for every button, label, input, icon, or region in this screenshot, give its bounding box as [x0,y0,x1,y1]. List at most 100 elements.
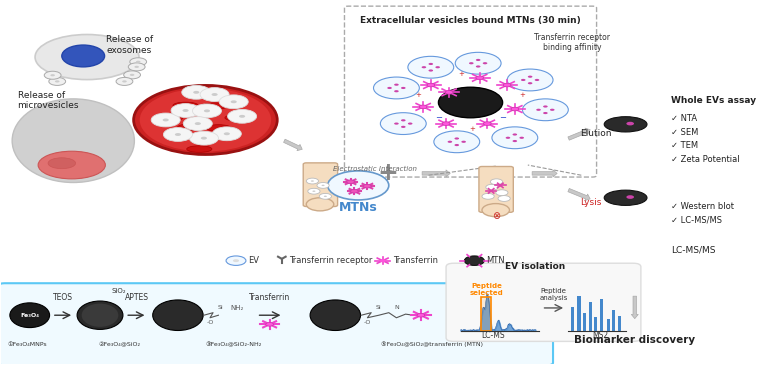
Circle shape [528,82,532,84]
Circle shape [394,90,399,92]
Circle shape [171,104,200,118]
Circle shape [422,66,427,68]
Ellipse shape [158,115,183,121]
Text: N: N [394,305,399,310]
Ellipse shape [310,300,361,330]
Circle shape [492,127,538,149]
Ellipse shape [35,35,139,80]
Text: Electrostatic Interaction: Electrostatic Interaction [333,166,417,172]
Circle shape [486,184,498,190]
Bar [601,299,604,331]
Circle shape [163,128,193,141]
Circle shape [483,122,491,126]
Circle shape [195,122,200,125]
Text: +: + [458,71,465,77]
Text: ②Fe₃O₄@SiO₂: ②Fe₃O₄@SiO₂ [98,342,140,347]
Ellipse shape [465,256,484,265]
FancyBboxPatch shape [446,263,641,341]
Ellipse shape [10,303,50,327]
Ellipse shape [77,301,123,329]
Circle shape [44,71,61,79]
Circle shape [387,87,392,89]
Circle shape [513,140,517,142]
Circle shape [233,259,239,262]
Text: ✓ NTA: ✓ NTA [671,114,698,123]
FancyBboxPatch shape [344,6,597,177]
Circle shape [536,109,541,111]
Circle shape [324,196,327,197]
Circle shape [211,93,218,96]
Circle shape [317,182,329,188]
Text: MS2: MS2 [592,331,608,341]
Circle shape [522,99,568,121]
Circle shape [49,77,65,85]
Circle shape [239,115,246,118]
Text: Extracellular vesicles bound MTNs (30 min): Extracellular vesicles bound MTNs (30 mi… [361,16,581,25]
Circle shape [364,184,371,188]
Circle shape [306,198,334,211]
Ellipse shape [140,88,271,151]
Text: EV isolation: EV isolation [505,262,566,271]
FancyBboxPatch shape [303,163,337,207]
Circle shape [528,76,532,78]
Circle shape [455,137,459,139]
Ellipse shape [438,87,503,118]
Circle shape [134,66,139,68]
Circle shape [428,69,433,72]
Text: Transferrin: Transferrin [392,256,437,265]
Circle shape [347,180,354,184]
Circle shape [136,61,141,63]
Circle shape [401,119,406,122]
Ellipse shape [186,146,212,152]
Text: NH₂: NH₂ [230,305,243,311]
Bar [618,316,621,331]
Circle shape [435,66,440,68]
Text: ⊗: ⊗ [492,211,500,221]
Text: Peptide
selected: Peptide selected [469,283,503,296]
Circle shape [626,195,634,199]
Text: Elution: Elution [580,129,611,138]
Circle shape [434,131,479,153]
Text: Transferrin receptor
binding affinity: Transferrin receptor binding affinity [534,33,610,52]
Circle shape [204,110,210,112]
Circle shape [55,80,60,82]
Text: TEOS: TEOS [54,293,73,302]
Text: ✓ TEM: ✓ TEM [671,141,699,150]
Circle shape [162,119,169,122]
Circle shape [482,193,494,199]
Circle shape [462,141,466,143]
Circle shape [498,196,510,201]
Circle shape [130,58,147,66]
Ellipse shape [605,190,647,205]
Circle shape [420,105,427,109]
Circle shape [417,314,425,317]
Text: Release of
microvesicles: Release of microvesicles [18,91,79,110]
Circle shape [482,204,510,217]
Circle shape [626,122,634,126]
Circle shape [183,117,212,131]
Text: -O: -O [207,320,214,325]
Text: MTNs: MTNs [339,201,378,214]
Circle shape [128,63,145,71]
Text: ✓ SEM: ✓ SEM [671,128,699,137]
Ellipse shape [82,304,118,327]
Text: +: + [378,161,399,185]
Circle shape [496,190,508,196]
Circle shape [228,110,256,123]
Circle shape [503,83,511,87]
Ellipse shape [12,99,134,182]
Circle shape [219,95,248,109]
Circle shape [231,100,237,103]
Circle shape [455,52,501,74]
Bar [611,310,615,331]
Circle shape [266,323,274,326]
Circle shape [428,63,433,65]
Circle shape [476,76,483,80]
Bar [570,307,573,331]
Text: −: − [435,113,442,122]
Circle shape [319,193,332,199]
Text: Release of
exosomes: Release of exosomes [106,35,153,55]
Circle shape [200,88,229,101]
Circle shape [312,191,315,192]
Circle shape [543,105,548,108]
